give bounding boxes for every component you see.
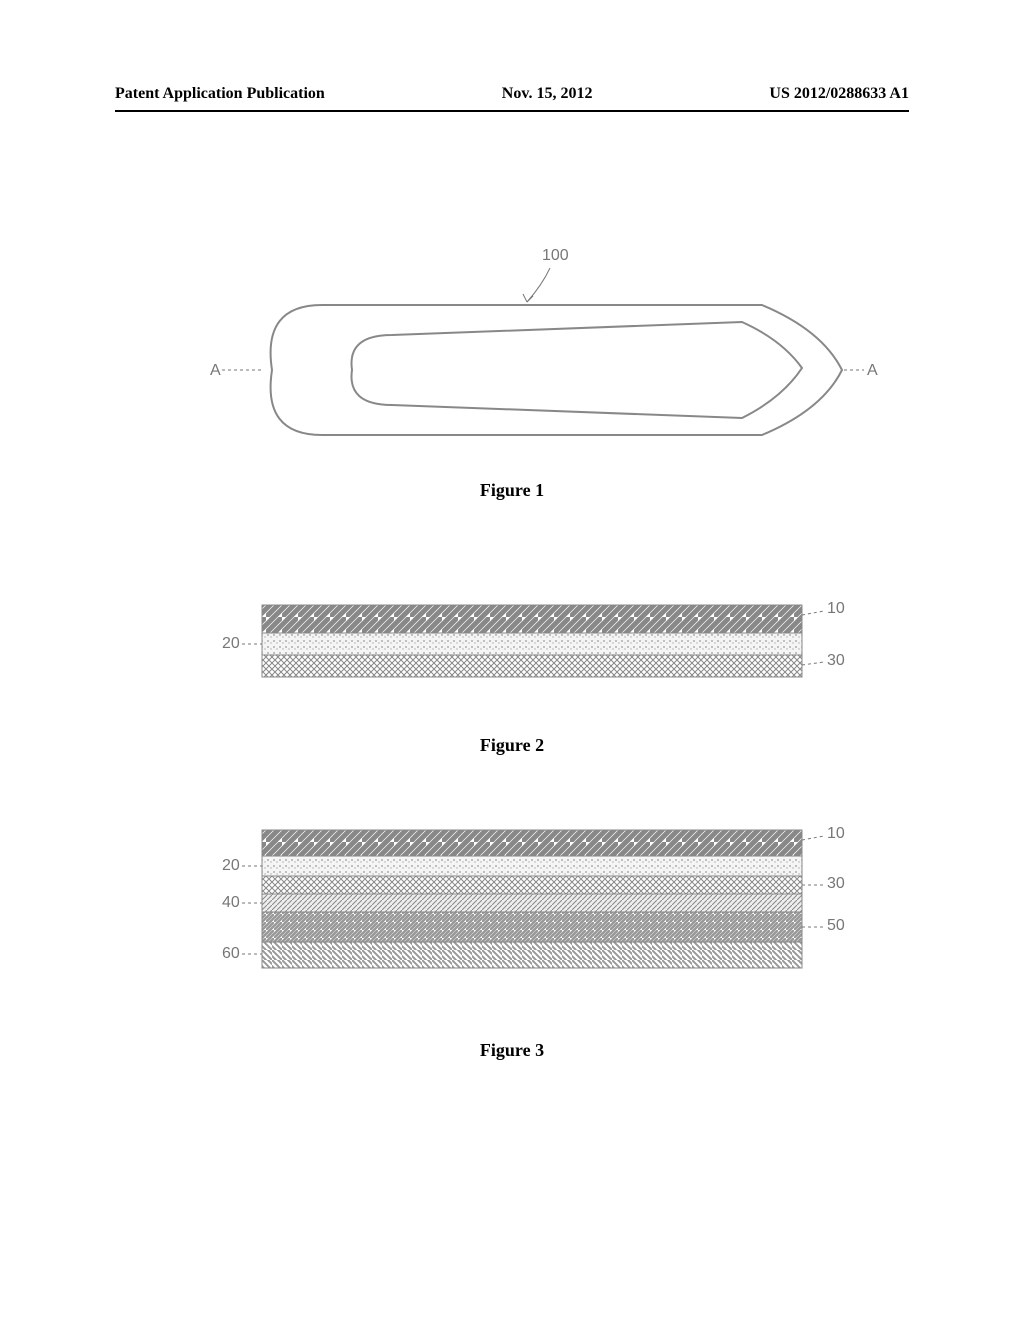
header-center: Nov. 15, 2012	[502, 85, 593, 103]
ref-20-f3: 20	[222, 857, 240, 874]
layer-60-f3	[262, 942, 802, 968]
layer-50-f3	[262, 912, 802, 942]
section-a-left: A	[210, 362, 221, 379]
leader-30-f2	[802, 662, 824, 665]
figure-2: 20 10 30 Figure 2	[122, 585, 902, 756]
figure-2-svg: 20 10 30	[122, 585, 902, 715]
leader-10-f3	[802, 836, 824, 840]
layer-10-f3	[262, 830, 802, 856]
figure-1-caption: Figure 1	[122, 480, 902, 501]
figure-1-svg: 100 A A	[122, 240, 902, 460]
layer-20	[262, 633, 802, 655]
fig2-stack	[262, 605, 802, 677]
ref-30-f2: 30	[827, 652, 845, 669]
blade-inner-outline	[352, 322, 803, 418]
header-left: Patent Application Publication	[115, 85, 325, 103]
figure-3-caption: Figure 3	[122, 1040, 902, 1061]
layer-40-f3	[262, 894, 802, 912]
figure-1: 100 A A Figure 1	[122, 240, 902, 501]
ref-40-f3: 40	[222, 894, 240, 911]
page-header: Patent Application Publication Nov. 15, …	[0, 85, 1024, 103]
layer-30-f3	[262, 876, 802, 894]
layer-30	[262, 655, 802, 677]
figure-3-svg: 20 40 60 10 30 50	[122, 810, 902, 1020]
ref-50-f3: 50	[827, 917, 845, 934]
blade-outer-outline	[271, 305, 842, 435]
leader-10-f2	[802, 611, 824, 615]
header-rule	[115, 110, 909, 112]
section-a-right: A	[867, 362, 878, 379]
ref-30-f3: 30	[827, 875, 845, 892]
ref-10-f2: 10	[827, 600, 845, 617]
figure-3: 20 40 60 10 30 50 Figure 3	[122, 810, 902, 1061]
leader-100	[527, 268, 550, 302]
ref-10-f3: 10	[827, 825, 845, 842]
fig3-stack	[262, 830, 802, 968]
layer-10	[262, 605, 802, 633]
ref-100: 100	[542, 247, 569, 264]
ref-60-f3: 60	[222, 945, 240, 962]
layer-20-f3	[262, 856, 802, 876]
figure-2-caption: Figure 2	[122, 735, 902, 756]
ref-20-f2: 20	[222, 635, 240, 652]
arrowhead-100	[523, 294, 533, 302]
header-right: US 2012/0288633 A1	[769, 85, 909, 103]
